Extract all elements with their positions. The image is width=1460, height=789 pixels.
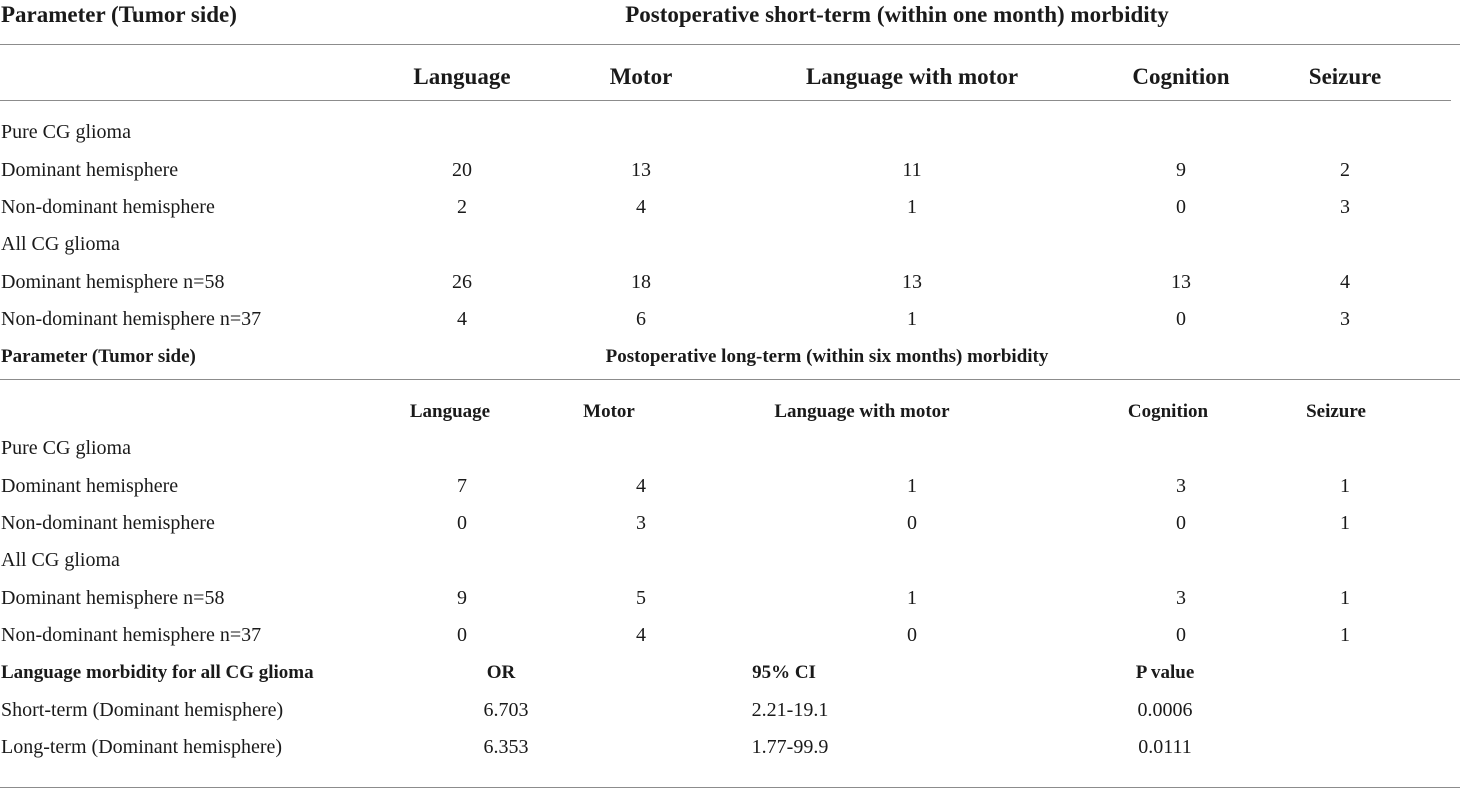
section1-divider [0,44,1460,45]
s1-col-cognition: Cognition [1132,64,1230,89]
s2-cell: 0 [907,512,917,534]
s2-cell: 1 [1340,512,1350,534]
section2-divider [0,379,1460,380]
s2-cell: 0 [907,624,917,646]
s2-cell: 7 [457,475,467,497]
s2-cell: 0 [1176,624,1186,646]
s2-col-language-with-motor: Language with motor [774,401,950,422]
s3-col-ci: 95% CI [752,662,816,683]
s2-row-label: Dominant hemisphere n=58 [1,587,225,609]
s1-cell: 0 [1176,308,1186,330]
s3-cell: 6.703 [483,699,529,721]
s1-col-seizure: Seizure [1308,64,1382,89]
s1-cell: 13 [902,271,922,293]
s1-cell: 26 [452,271,472,293]
s2-cell: 1 [1340,475,1350,497]
s2-cell: 4 [636,475,646,497]
s2-col-cognition: Cognition [1127,401,1209,422]
s1-col-language: Language [413,64,511,89]
s2-col-language: Language [409,401,491,422]
s1-cell: 3 [1340,196,1350,218]
s1-cell: 18 [631,271,651,293]
s3-row-label: Long-term (Dominant hemisphere) [1,736,283,758]
s2-row-label: Pure CG glioma [1,437,131,459]
s2-cell: 1 [907,587,917,609]
s3-cell: 6.353 [483,736,529,758]
s1-row-label: All CG glioma [1,233,120,255]
s2-cell: 0 [1176,512,1186,534]
s1-cell: 4 [636,196,646,218]
s1-cell: 6 [636,308,646,330]
s1-row-label: Non-dominant hemisphere n=37 [1,308,262,330]
s2-cell: 9 [457,587,467,609]
s1-cell: 11 [902,159,922,181]
s1-cell: 3 [1340,308,1350,330]
s3-cell: 0.0006 [1137,699,1193,721]
s2-cell: 3 [1176,587,1186,609]
s1-cell: 20 [452,159,472,181]
s2-cell: 4 [636,624,646,646]
table-bottom-rule [0,787,1460,788]
s2-cell: 1 [1340,624,1350,646]
s1-row-label: Dominant hemisphere n=58 [1,271,225,293]
s1-cell: 13 [1171,271,1191,293]
s1-row-label: Non-dominant hemisphere [1,196,215,218]
s1-cell: 2 [1340,159,1350,181]
s1-cell: 0 [1176,196,1186,218]
s3-cell: 0.0111 [1138,736,1192,758]
s2-row-label: Dominant hemisphere [1,475,179,497]
s1-cell: 13 [631,159,651,181]
s2-row-label: Non-dominant hemisphere [1,512,215,534]
s2-cell: 0 [457,512,467,534]
s3-col-p-value: P value [1135,662,1195,683]
s3-cell: 2.21-19.1 [751,699,829,721]
s2-col-motor: Motor [583,401,635,422]
s2-col-seizure: Seizure [1306,401,1366,422]
s2-row-label: All CG glioma [1,549,120,571]
section1-title: Postoperative short-term (within one mon… [625,2,1169,27]
s2-cell: 1 [907,475,917,497]
s2-cell: 3 [1176,475,1186,497]
s1-row-label: Pure CG glioma [1,121,131,143]
section1-col-divider [0,100,1451,101]
s2-row-label: Non-dominant hemisphere n=37 [1,624,262,646]
s2-cell: 1 [1340,587,1350,609]
s1-cell: 9 [1176,159,1186,181]
s3-row-label: Short-term (Dominant hemisphere) [1,699,284,721]
section2-title: Postoperative long-term (within six mont… [605,346,1049,367]
s2-cell: 5 [636,587,646,609]
section1-param-header: Parameter (Tumor side) [1,2,237,27]
s2-cell: 3 [636,512,646,534]
s3-cell: 1.77-99.9 [751,736,829,758]
s1-cell: 1 [907,308,917,330]
s1-cell: 4 [457,308,467,330]
s1-cell: 2 [457,196,467,218]
s3-col-or: OR [486,662,516,683]
section2-param-header: Parameter (Tumor side) [1,346,196,367]
s1-cell: 1 [907,196,917,218]
s1-cell: 4 [1340,271,1350,293]
s1-col-motor: Motor [609,64,673,89]
s2-cell: 0 [457,624,467,646]
s1-col-language-with-motor: Language with motor [805,64,1019,89]
section3-header: Language morbidity for all CG glioma [1,662,314,683]
s1-row-label: Dominant hemisphere [1,159,179,181]
